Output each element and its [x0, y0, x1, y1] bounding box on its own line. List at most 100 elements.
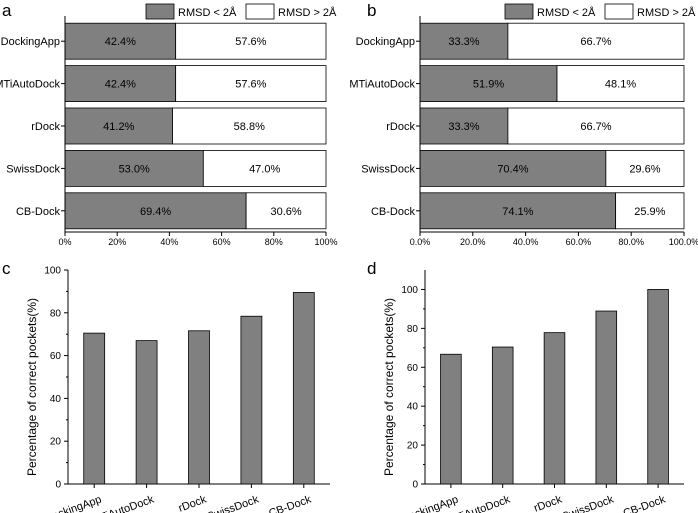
panel-b-xtick-label-20: 20.0% — [460, 237, 486, 247]
panel-a-legend-label-below: RMSD < 2Å — [178, 6, 237, 19]
panel-a-bar-swissdock-below — [64, 149, 204, 187]
panel-a-category-label-cb-dock: CB-Dock — [16, 206, 61, 218]
panel-a-category-label-rdock: rDock — [31, 121, 60, 133]
panel-label-a: a — [2, 1, 12, 20]
panel-a-xtick-label-100: 100% — [314, 237, 337, 247]
panel-a-category-label-swissdock: SwissDock — [6, 163, 60, 175]
panel-b-category-label-dockingapp: DockingApp — [356, 36, 415, 48]
panel-b-data-label-dockingapp-below: 33.3% — [448, 36, 479, 48]
panel-b-legend-swatch-below — [504, 3, 534, 20]
panel-b-category-label-mtiautodock: MTiAutoDock — [349, 79, 415, 91]
panel-d-ytick-label-20: 20 — [407, 441, 419, 452]
panel-a-xtick-label-20: 20% — [108, 237, 126, 247]
panel-b-legend-label-below: RMSD < 2Å — [537, 6, 596, 19]
panel-b-bar-mtiautodock-below — [419, 65, 558, 102]
panel-a-category-label-dockingapp: DockingApp — [1, 36, 60, 48]
panel-b-category-label-cb-dock: CB-Dock — [371, 206, 416, 218]
panel-a-chart: 42.4% 57.6% DockingApp 42.4% 57.6% MTiAutoDoc… — [0, 3, 338, 247]
panel-c-bar-swissdock — [240, 315, 263, 485]
panel-b-data-label-swissdock-below: 70.4% — [497, 163, 528, 175]
panel-b-data-label-mtiautodock-above: 48.1% — [605, 79, 636, 91]
panel-a-bar-cb-dock-above — [245, 192, 327, 230]
panel-d-ytick-label-60: 60 — [407, 363, 419, 374]
panel-b-bar-dockingapp-below — [419, 22, 509, 60]
panel-a-xtick-label-80: 80% — [265, 237, 283, 247]
panel-d-category-label-swissdock: SwissDock — [561, 493, 616, 513]
panel-c-category-label-cb-dock: CB-Dock — [267, 493, 313, 513]
panel-c-bar-cb-dock — [292, 292, 315, 485]
panel-d-bar-dockingapp — [440, 353, 462, 485]
panel-a-bar-rdock-above — [172, 107, 327, 145]
panel-a-xtick-label-60: 60% — [213, 237, 231, 247]
panel-d-category-label-cb-dock: CB-Dock — [622, 493, 668, 513]
panel-d-bar-swissdock — [595, 310, 618, 485]
panel-a-bar-mtiautodock-below — [64, 65, 177, 102]
panel-a-legend-swatch-above — [245, 3, 275, 20]
panel-b-category-label-rdock: rDock — [386, 121, 415, 133]
panel-a-data-label-swissdock-below: 53.0% — [119, 163, 150, 175]
panel-b-legend: RMSD < 2Å RMSD > 2Å — [504, 3, 696, 20]
panel-d-ytick-label-80: 80 — [407, 324, 419, 335]
panel-b-chart: 33.3% 66.7% DockingApp 51.9% 48.1% MTiAutoDoc… — [349, 3, 698, 247]
panel-a-legend-swatch-below — [145, 3, 175, 20]
panel-c-ytick-label-40: 40 — [50, 394, 62, 405]
panel-b-data-label-dockingapp-above: 66.7% — [580, 36, 611, 48]
panel-c-category-label-rdock: rDock — [177, 493, 209, 513]
panel-b-bar-dockingapp-above — [507, 22, 685, 60]
panel-d-bar-cb-dock — [647, 289, 669, 485]
panel-b-category-label-swissdock: SwissDock — [361, 163, 415, 175]
panel-b-data-label-mtiautodock-below: 51.9% — [473, 79, 504, 91]
panel-c-ytick-label-0: 0 — [55, 480, 61, 491]
panel-a-bar-cb-dock-below — [64, 192, 247, 230]
panel-a-data-label-rdock-below: 41.2% — [103, 121, 134, 133]
panel-d-bar-rdock — [543, 332, 566, 485]
panel-c-y-axis-title: Percentage of correct pockets(%) — [25, 298, 39, 476]
panel-a-data-label-cb-dock-above: 30.6% — [270, 206, 301, 218]
panel-a-bar-dockingapp-below — [64, 22, 177, 60]
panel-b-xtick-label-60: 60.0% — [566, 237, 592, 247]
panel-a-xtick-label-0: 0% — [58, 237, 71, 247]
panel-d-ytick-label-40: 40 — [407, 402, 419, 413]
panel-a-legend: RMSD < 2Å RMSD > 2Å — [145, 3, 337, 20]
panel-d-ytick-label-0: 0 — [412, 480, 418, 491]
panel-c-category-label-swissdock: SwissDock — [206, 493, 261, 513]
panel-a-data-label-cb-dock-below: 69.4% — [140, 206, 171, 218]
panel-c-category-label-dockingapp: DockingApp — [43, 494, 103, 513]
panel-c-ytick-label-60: 60 — [50, 351, 62, 362]
panel-b-bar-cb-dock-above — [615, 192, 685, 230]
panel-b-data-label-rdock-above: 66.7% — [580, 121, 611, 133]
panel-label-b: b — [367, 1, 376, 20]
panel-c-bar-mtiautodock — [135, 340, 158, 485]
panel-b-xtick-label-100: 100.0% — [669, 237, 698, 247]
panel-b-bar-rdock-below — [419, 107, 509, 145]
panel-b-bar-mtiautodock-above — [556, 65, 685, 102]
panel-a-data-label-rdock-above: 58.8% — [234, 121, 265, 133]
panel-a-bar-dockingapp-above — [175, 22, 327, 60]
panel-d-ytick-label-100: 100 — [401, 285, 418, 296]
panel-a-data-label-mtiautodock-below: 42.4% — [105, 79, 136, 91]
panel-c-ytick-label-20: 20 — [50, 437, 62, 448]
panel-a-bar-swissdock-above — [202, 149, 327, 187]
panel-a-data-label-swissdock-above: 47.0% — [249, 163, 280, 175]
panel-b-data-label-rdock-below: 33.3% — [448, 121, 479, 133]
panel-b-legend-swatch-above — [604, 3, 634, 20]
panel-c-ytick-label-80: 80 — [50, 308, 62, 319]
panel-b-bar-swissdock-below — [419, 149, 607, 187]
panel-a-bar-mtiautodock-above — [175, 65, 327, 102]
panel-b-bar-cb-dock-below — [419, 192, 617, 230]
panel-a-legend-label-above: RMSD > 2Å — [278, 6, 337, 19]
panel-b-bar-swissdock-above — [605, 149, 685, 187]
panel-a-xtick-label-40: 40% — [160, 237, 178, 247]
panel-b-legend-label-above: RMSD > 2Å — [637, 6, 696, 19]
panel-b-data-label-cb-dock-above: 25.9% — [634, 206, 665, 218]
panel-a-data-label-mtiautodock-above: 57.6% — [235, 79, 266, 91]
panel-d-y-axis-title: Percentage of correct pockets(%) — [382, 298, 396, 476]
panel-a-data-label-dockingapp-below: 42.4% — [105, 36, 136, 48]
panel-a-category-label-mtiautodock: MTiAutoDock — [0, 79, 60, 91]
panel-c-bar-rdock — [188, 330, 210, 485]
panel-b-xtick-label-80: 80.0% — [618, 237, 644, 247]
panel-b-data-label-swissdock-above: 29.6% — [629, 163, 660, 175]
